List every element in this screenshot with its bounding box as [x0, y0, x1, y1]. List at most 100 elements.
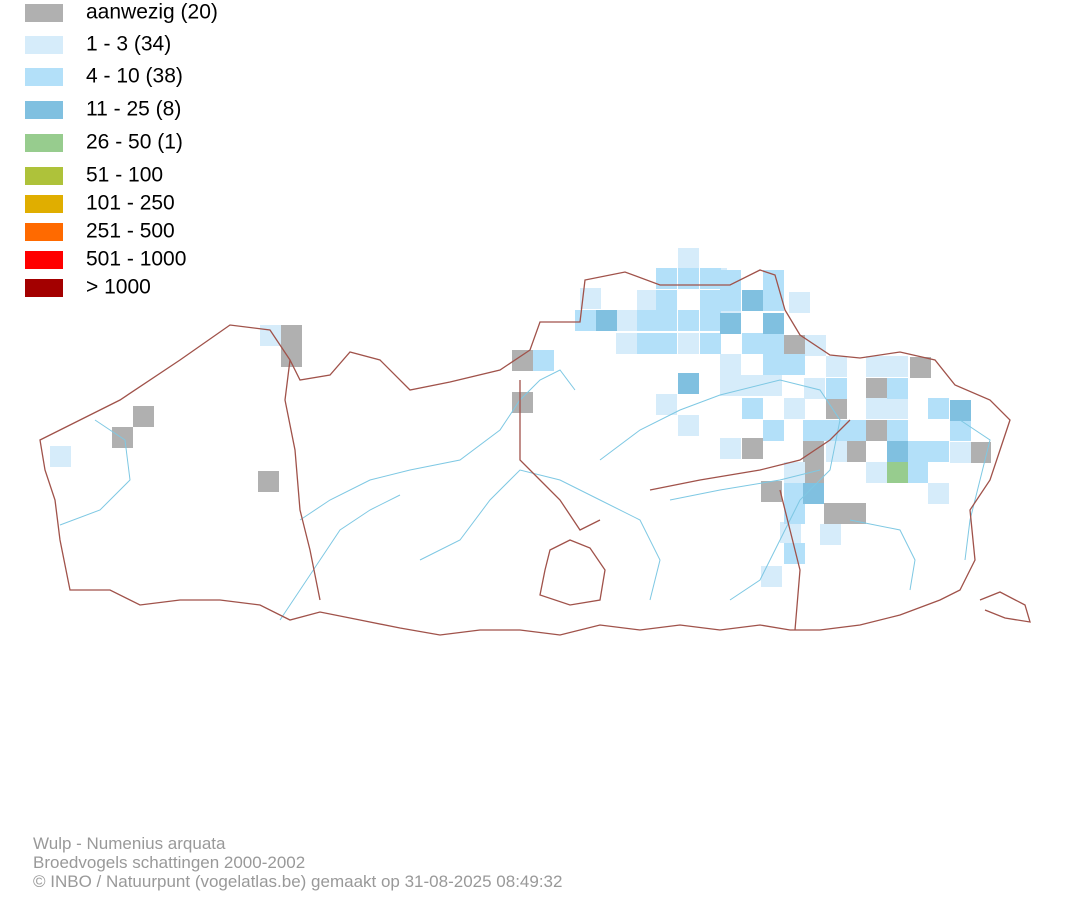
- grid-cell: [720, 354, 741, 375]
- grid-cell: [678, 310, 699, 331]
- legend-label: 51 - 100: [86, 164, 163, 187]
- grid-cell: [866, 356, 887, 377]
- grid-cell: [720, 313, 741, 334]
- legend-swatch: [25, 134, 63, 152]
- grid-cell: [907, 462, 928, 483]
- legend: aanwezig (20) 1 - 3 (34) 4 - 10 (38) 11 - 2…: [25, 1, 218, 299]
- grid-cell: [845, 420, 866, 441]
- grid-cell: [742, 333, 763, 354]
- legend-swatch: [25, 68, 63, 86]
- grid-cell: [761, 481, 782, 502]
- grid-cell: [700, 268, 721, 289]
- grid-cell: [616, 333, 637, 354]
- grid-cell: [656, 290, 677, 311]
- grid-cell: [580, 288, 601, 309]
- grid-cell: [700, 333, 721, 354]
- grid-cell: [824, 420, 845, 441]
- grid-cell: [637, 333, 658, 354]
- grid-cell: [258, 471, 279, 492]
- grid-cell: [678, 373, 699, 394]
- grid-cell: [720, 438, 741, 459]
- legend-label: 501 - 1000: [86, 248, 186, 271]
- grid-cell: [512, 392, 533, 413]
- footer-line: © INBO / Natuurpunt (vogelatlas.be) gema…: [33, 872, 562, 891]
- grid-cell: [784, 503, 805, 524]
- grid-cell: [950, 400, 971, 421]
- grid-cell: [803, 420, 824, 441]
- grid-cell: [656, 310, 677, 331]
- grid-cell: [763, 420, 784, 441]
- legend-swatch: [25, 36, 63, 54]
- grid-cell: [761, 375, 782, 396]
- grid-cell: [763, 313, 784, 334]
- grid-cell: [784, 398, 805, 419]
- grid-cell: [950, 442, 971, 463]
- grid-cell: [700, 310, 721, 331]
- grid-cell: [761, 566, 782, 587]
- grid-cell: [845, 503, 866, 524]
- grid-cell: [678, 248, 699, 269]
- footer-line: Broedvogels schattingen 2000-2002: [33, 853, 305, 872]
- legend-label: > 1000: [86, 276, 151, 299]
- grid-cell: [742, 438, 763, 459]
- grid-cell: [281, 346, 302, 367]
- grid-cell: [910, 357, 931, 378]
- grid-cell: [820, 524, 841, 545]
- grid-cell: [907, 441, 928, 462]
- grid-cell: [763, 354, 784, 375]
- legend-swatch: [25, 101, 63, 119]
- legend-swatch: [25, 279, 63, 297]
- legend-label: 1 - 3 (34): [86, 33, 171, 56]
- grid-cell: [845, 441, 866, 462]
- legend-label: aanwezig (20): [86, 1, 218, 24]
- grid-cell: [803, 462, 824, 483]
- grid-cell: [720, 270, 741, 291]
- grid-cell: [970, 442, 991, 463]
- grid-cell: [784, 543, 805, 564]
- grid-cell: [616, 310, 637, 331]
- grid-cell: [741, 375, 762, 396]
- grid-cell: [803, 483, 824, 504]
- grid-cell: [700, 290, 721, 311]
- legend-swatch: [25, 167, 63, 185]
- footer-line: Wulp - Numenius arquata: [33, 834, 226, 853]
- rivers: [59, 369, 991, 621]
- grid-cell: [596, 310, 617, 331]
- grid-cell: [512, 350, 533, 371]
- legend-swatch: [25, 195, 63, 213]
- grid-cell: [887, 378, 908, 399]
- grid-cell: [784, 354, 805, 375]
- legend-swatch: [25, 4, 63, 22]
- grid-cell: [826, 356, 847, 377]
- grid-cell: [742, 290, 763, 311]
- grid-cell: [866, 462, 887, 483]
- legend-label: 101 - 250: [86, 192, 175, 215]
- grid-cell: [887, 420, 908, 441]
- grid-cell: [763, 333, 784, 354]
- legend-label: 4 - 10 (38): [86, 65, 183, 88]
- grid-cell: [656, 333, 677, 354]
- grid-cell: [826, 441, 847, 462]
- grid-cell: [575, 310, 596, 331]
- legend-label: 26 - 50 (1): [86, 131, 183, 154]
- grid-cell: [928, 483, 949, 504]
- grid-cell: [928, 441, 949, 462]
- grid-cell: [763, 270, 784, 291]
- grid-cell: [826, 378, 847, 399]
- borders: [39, 269, 1031, 636]
- grid-cell: [678, 415, 699, 436]
- legend-swatch: [25, 223, 63, 241]
- grid-cell: [826, 398, 847, 419]
- grid-cell: [789, 292, 810, 313]
- grid-cell: [133, 406, 154, 427]
- grid-cell: [281, 325, 302, 346]
- grid-cells: [50, 248, 991, 587]
- grid-cell: [260, 325, 281, 346]
- grid-cell: [784, 462, 805, 483]
- grid-cell: [763, 290, 784, 311]
- grid-cell: [824, 503, 845, 524]
- grid-cell: [742, 398, 763, 419]
- grid-cell: [866, 420, 887, 441]
- grid-cell: [887, 441, 908, 462]
